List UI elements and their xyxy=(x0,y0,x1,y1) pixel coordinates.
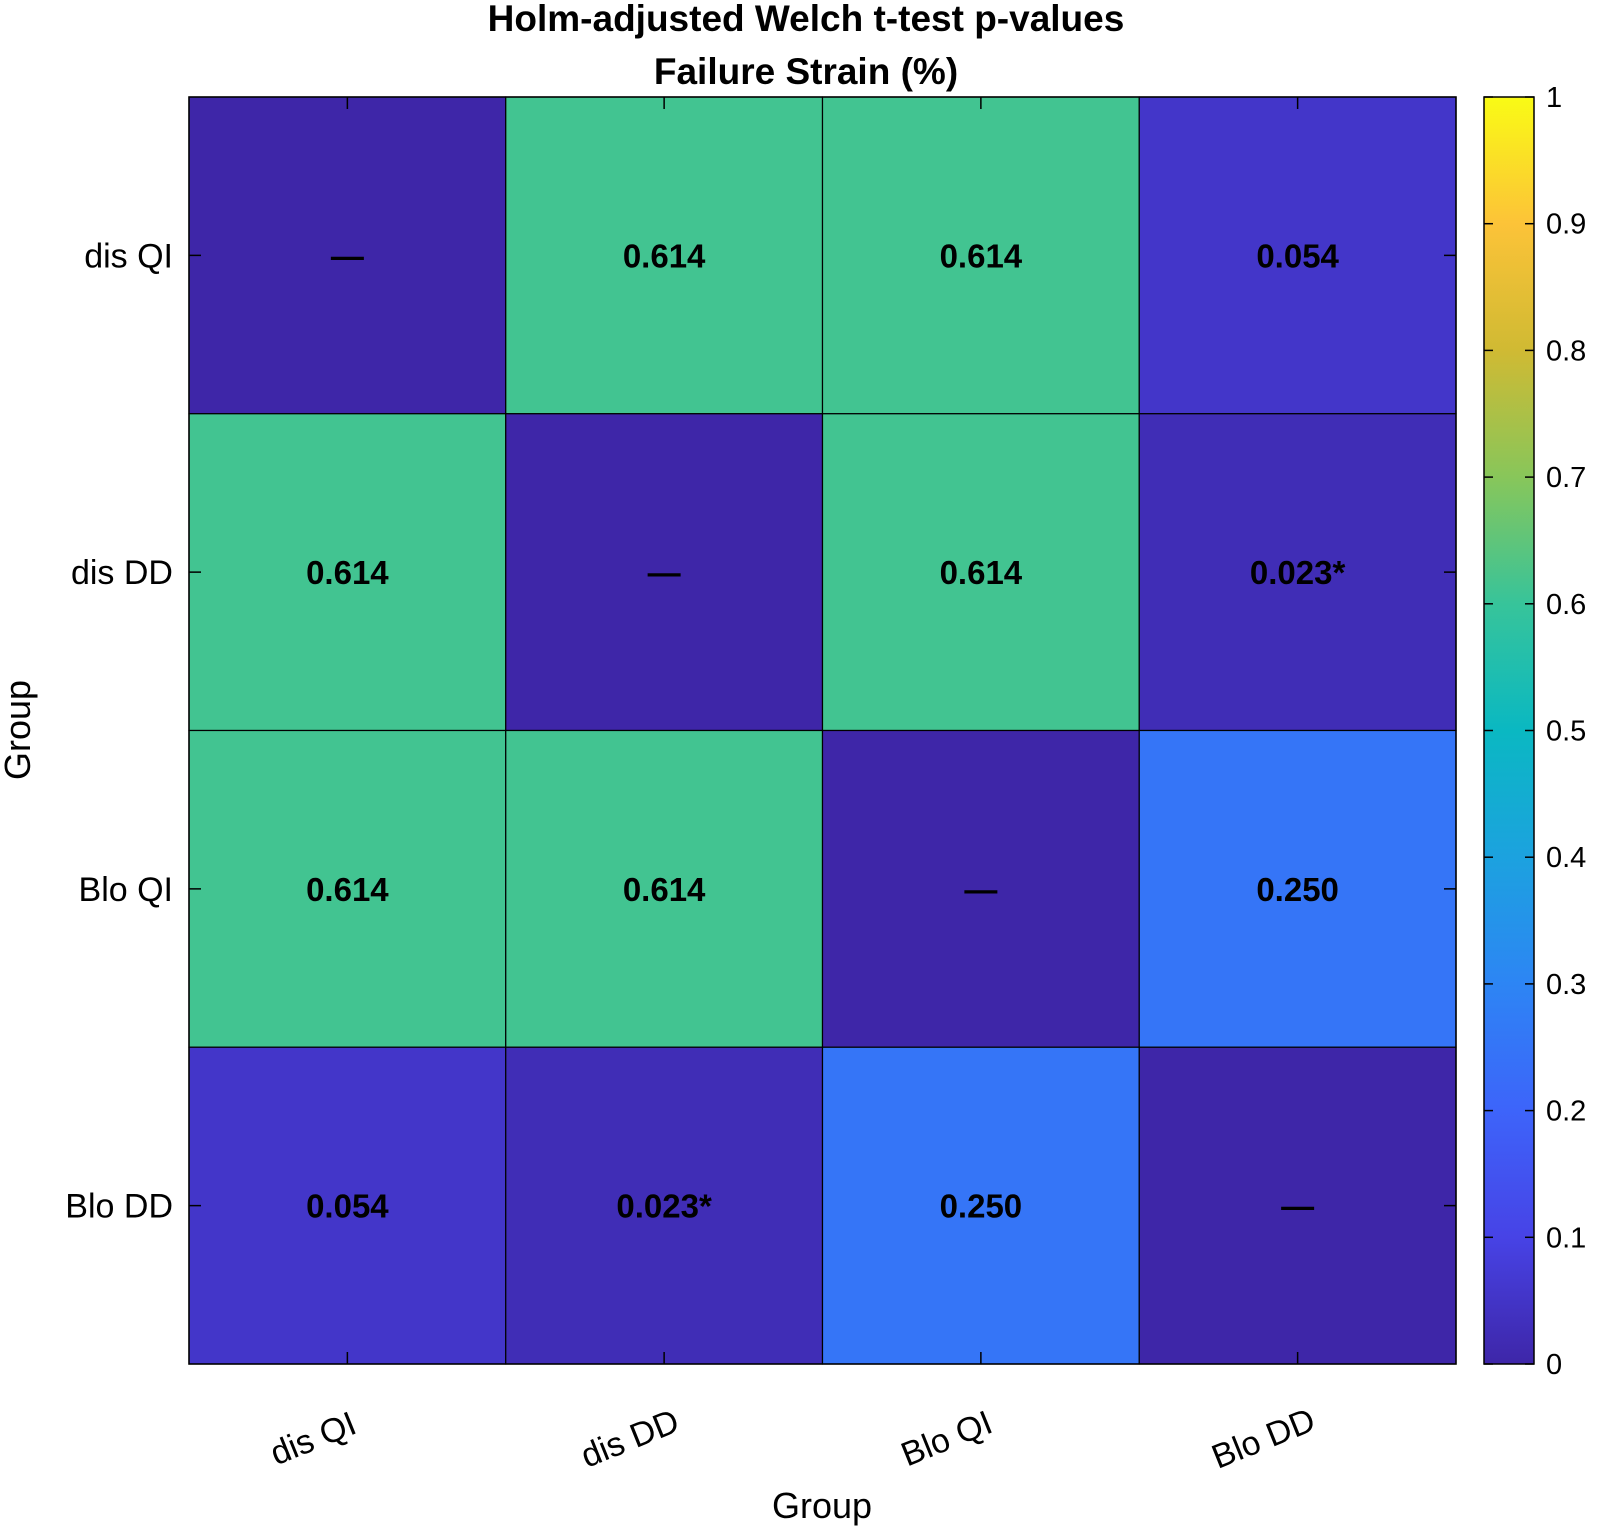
heatmap-cell xyxy=(505,413,824,732)
colorbar-tick-label: 0.3 xyxy=(1546,969,1586,1001)
heatmap-cell xyxy=(505,96,824,415)
heatmap-cell xyxy=(821,413,1140,732)
colorbar-tick-label: 0.7 xyxy=(1546,462,1586,494)
y-tick-labels: dis QI dis DD Blo QI Blo DD xyxy=(65,237,173,1225)
heatmap-cell xyxy=(505,729,824,1048)
cell-value-label: 0.250 xyxy=(940,1188,1023,1225)
heatmap-cell xyxy=(188,413,507,732)
y-axis-label: Group xyxy=(0,680,38,780)
colorbar-tick-label: 0.5 xyxy=(1546,716,1586,748)
cell-value-label: 0.614 xyxy=(306,871,389,908)
cell-value-label: 0.023* xyxy=(616,1188,712,1225)
colorbar-tick-label: 0.1 xyxy=(1546,1222,1586,1254)
colorbar-tick-label: 0 xyxy=(1546,1349,1562,1381)
cell-value-label: 0.250 xyxy=(1256,871,1339,908)
cell-value-label: 0.614 xyxy=(623,237,706,274)
y-tick-label: dis DD xyxy=(71,554,173,592)
x-tick-label: Blo DD xyxy=(1206,1401,1320,1477)
colorbar-tick-label: 0.2 xyxy=(1546,1096,1586,1128)
colorbar-tick-label: 0.9 xyxy=(1546,209,1586,241)
heatmap-cell-labels: — 0.614 0.614 0.054 0.614 — 0.614 0.023* 0.614 0.… xyxy=(306,237,1345,1224)
cell-value-label: — xyxy=(331,237,364,274)
chart-title: Holm-adjusted Welch t-test p-values xyxy=(488,0,1125,39)
axis-ticks xyxy=(189,97,1456,1364)
heatmap-cell xyxy=(505,1046,824,1365)
cell-value-label: — xyxy=(964,871,997,908)
colorbar-tick-label: 0.8 xyxy=(1546,335,1586,367)
x-axis-label: Group xyxy=(772,1485,872,1526)
cell-value-label: 0.614 xyxy=(940,554,1023,591)
heatmap-cell xyxy=(1138,1046,1457,1365)
cell-value-label: 0.054 xyxy=(306,1188,389,1225)
cell-value-label: — xyxy=(648,554,681,591)
colorbar-tick-label: 0.6 xyxy=(1546,589,1586,621)
heatmap-cell xyxy=(1138,413,1457,732)
heatmap-cell xyxy=(188,96,507,415)
chart-subtitle: Failure Strain (%) xyxy=(654,51,958,92)
x-tick-labels: dis QI dis DD Blo QI Blo DD xyxy=(265,1401,1321,1477)
x-tick-label: Blo QI xyxy=(896,1403,998,1474)
colorbar-tick-label: 0.4 xyxy=(1546,842,1586,874)
cell-value-label: 0.614 xyxy=(623,871,706,908)
heatmap-cells xyxy=(188,96,1457,1365)
cell-value-label: 0.614 xyxy=(940,237,1023,274)
y-tick-label: dis QI xyxy=(84,237,173,275)
colorbar-ticks: 0 0.1 0.2 0.3 0.4 0.5 0.6 0.7 0.8 0.9 1 xyxy=(1484,82,1586,1381)
y-tick-label: Blo DD xyxy=(65,1188,173,1226)
y-tick-label: Blo QI xyxy=(79,871,173,909)
heatmap-cell xyxy=(1138,729,1457,1048)
plot-frame xyxy=(188,96,1457,1365)
x-tick-label: dis QI xyxy=(265,1405,362,1474)
cell-value-label: 0.054 xyxy=(1256,237,1339,274)
cell-value-label: — xyxy=(1281,1188,1314,1225)
heatmap-cell xyxy=(188,1046,507,1365)
cell-value-label: 0.614 xyxy=(306,554,389,591)
x-tick-label: dis DD xyxy=(576,1402,685,1475)
colorbar-tick-label: 1 xyxy=(1546,82,1562,114)
cell-value-label: 0.023* xyxy=(1250,554,1346,591)
heatmap-cell xyxy=(1138,96,1457,415)
heatmap-cell xyxy=(821,1046,1140,1365)
